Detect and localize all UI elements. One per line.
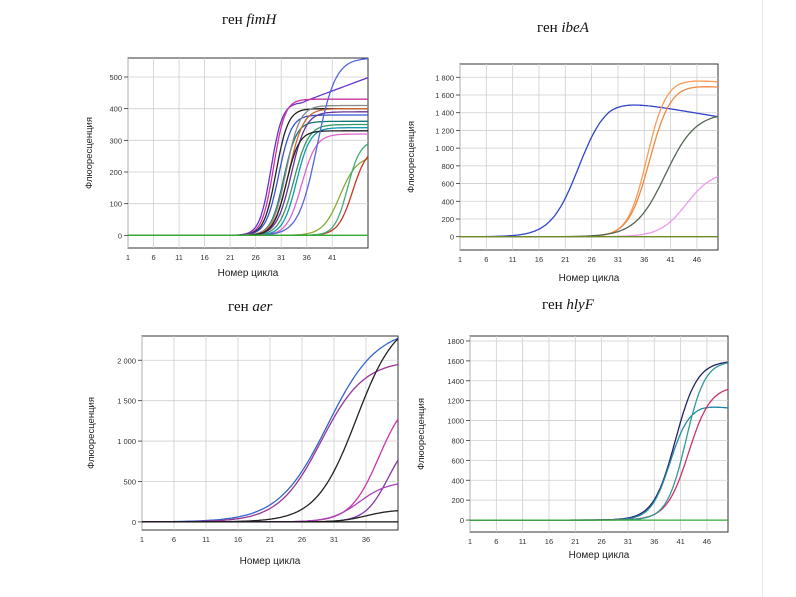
x-tick-label: 21 — [266, 535, 274, 544]
x-tick-label: 26 — [251, 253, 259, 262]
y-tick-label: 1 000 — [435, 144, 454, 153]
y-tick-label: 1 000 — [117, 437, 136, 446]
x-tick-label: 1 — [140, 535, 144, 544]
x-tick-label: 26 — [587, 255, 595, 264]
x-axis-label: Номер цикла — [569, 550, 630, 561]
x-tick-label: 31 — [330, 535, 338, 544]
y-tick-label: 400 — [109, 105, 122, 114]
page-edge-line — [762, 0, 763, 597]
y-tick-label: 1 400 — [435, 109, 454, 118]
x-tick-label: 21 — [561, 255, 569, 264]
y-tick-label: 500 — [109, 73, 122, 82]
y-tick-label: 500 — [123, 478, 136, 487]
chart-title-fimh: ген fimH — [222, 12, 277, 28]
y-tick-label: 1 600 — [435, 91, 454, 100]
y-tick-label: 1800 — [447, 337, 464, 346]
x-tick-label: 16 — [200, 253, 208, 262]
chart-title-ibea: ген ibeA — [537, 20, 589, 36]
x-tick-label: 11 — [519, 537, 527, 546]
y-tick-label: 0 — [450, 233, 454, 242]
x-tick-label: 31 — [277, 253, 285, 262]
x-tick-label: 21 — [571, 537, 579, 546]
y-axis-label: Флюоресценция — [84, 117, 95, 189]
y-tick-label: 400 — [451, 476, 464, 485]
y-tick-label: 200 — [441, 215, 454, 224]
x-tick-label: 11 — [175, 253, 183, 262]
x-tick-label: 36 — [303, 253, 311, 262]
y-tick-label: 1 200 — [435, 126, 454, 135]
plot-area — [459, 63, 719, 251]
y-tick-label: 800 — [451, 436, 464, 445]
x-tick-label: 6 — [484, 255, 488, 264]
y-tick-label: 400 — [441, 197, 454, 206]
y-tick-label: 200 — [109, 168, 122, 177]
x-tick-label: 26 — [597, 537, 605, 546]
x-tick-label: 26 — [298, 535, 306, 544]
y-tick-label: 2 000 — [117, 356, 136, 365]
x-axis-label: Номер цикла — [240, 556, 301, 567]
y-tick-label: 1 500 — [117, 397, 136, 406]
x-tick-label: 46 — [693, 255, 701, 264]
x-tick-label: 6 — [151, 253, 155, 262]
y-tick-label: 0 — [132, 518, 136, 527]
y-tick-label: 0 — [118, 231, 122, 240]
chart-title-hlyf: ген hlyF — [542, 297, 594, 313]
x-tick-label: 41 — [666, 255, 674, 264]
y-tick-label: 1400 — [447, 377, 464, 386]
x-tick-label: 31 — [624, 537, 632, 546]
x-tick-label: 16 — [545, 537, 553, 546]
x-tick-label: 31 — [614, 255, 622, 264]
y-tick-label: 800 — [441, 162, 454, 171]
x-tick-label: 1 — [458, 255, 462, 264]
x-tick-label: 11 — [202, 535, 210, 544]
y-axis-label: Флюоресценция — [406, 121, 417, 193]
x-axis-label: Номер цикла — [559, 273, 620, 284]
chart-hlyf: 1 6 11 16 21 26 31 36 41 460200400600800100012001… — [416, 335, 729, 561]
y-tick-label: 600 — [451, 456, 464, 465]
y-tick-label: 1600 — [447, 357, 464, 366]
chart-title-aer: ген aer — [228, 299, 273, 315]
y-axis-label: Флюоресценция — [416, 398, 427, 470]
x-tick-label: 1 — [126, 253, 130, 262]
x-tick-label: 41 — [676, 537, 684, 546]
y-tick-label: 1000 — [447, 417, 464, 426]
x-tick-label: 36 — [650, 537, 658, 546]
x-tick-label: 46 — [703, 537, 711, 546]
y-tick-label: 1 800 — [435, 73, 454, 82]
plot-area — [127, 57, 369, 249]
x-tick-label: 16 — [234, 535, 242, 544]
y-tick-label: 100 — [109, 200, 122, 209]
x-tick-label: 36 — [362, 535, 370, 544]
x-axis-label: Номер цикла — [218, 268, 279, 279]
x-tick-label: 41 — [328, 253, 336, 262]
x-tick-label: 21 — [226, 253, 234, 262]
x-tick-label: 16 — [535, 255, 543, 264]
y-tick-label: 300 — [109, 136, 122, 145]
plot-area — [469, 335, 729, 533]
y-axis-label: Флюоресценция — [86, 397, 97, 469]
y-tick-label: 600 — [441, 180, 454, 189]
y-tick-label: 0 — [460, 516, 464, 525]
x-tick-label: 6 — [494, 537, 498, 546]
y-tick-label: 1200 — [447, 397, 464, 406]
y-tick-label: 200 — [451, 496, 464, 505]
x-tick-label: 1 — [468, 537, 472, 546]
x-tick-label: 6 — [172, 535, 176, 544]
x-tick-label: 11 — [509, 255, 517, 264]
x-tick-label: 36 — [640, 255, 648, 264]
